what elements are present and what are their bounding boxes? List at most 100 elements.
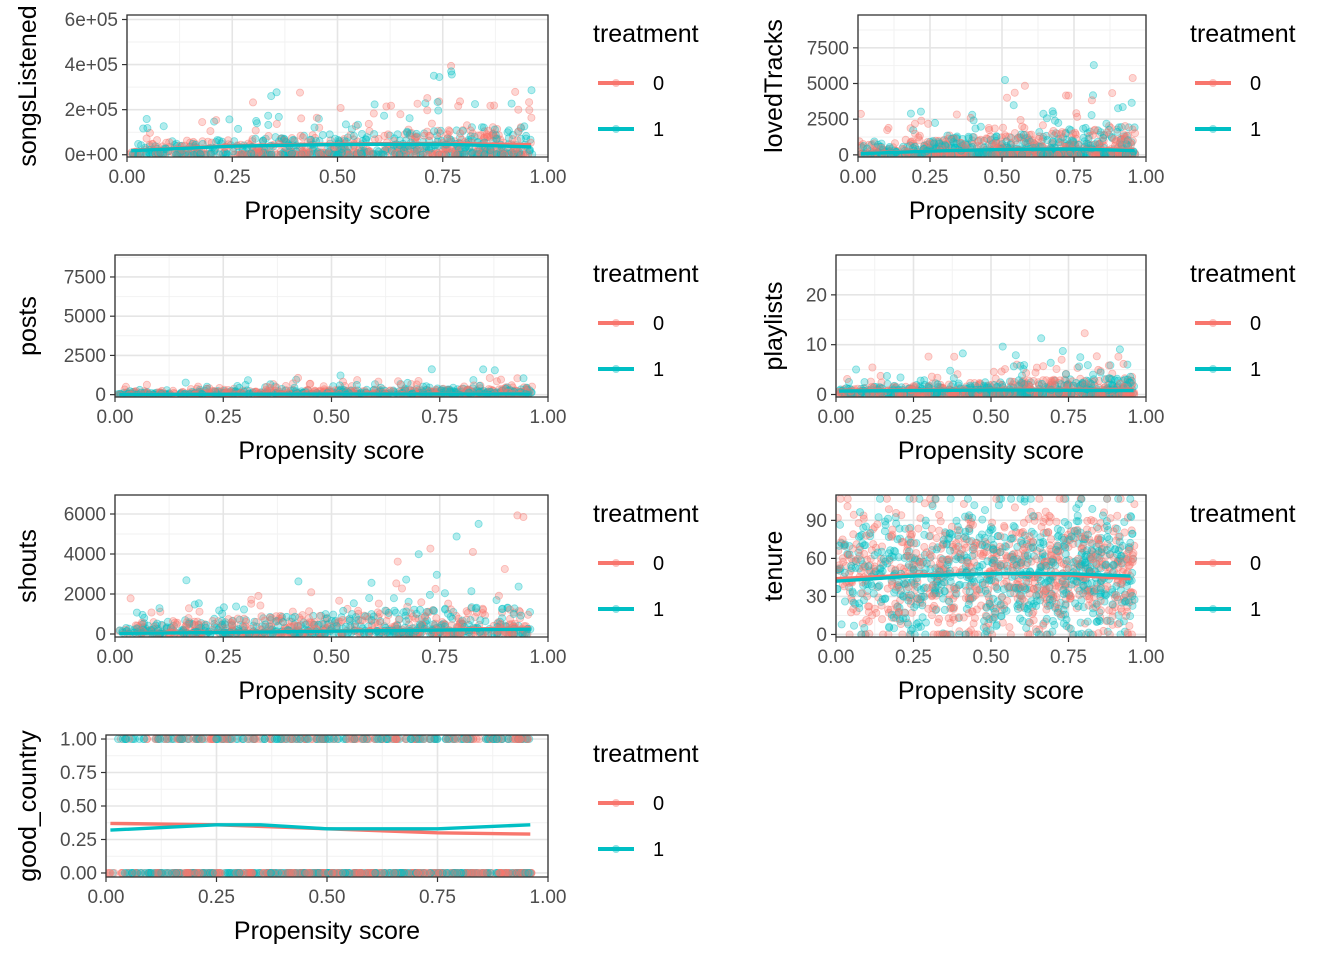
- scatter-point: [251, 126, 260, 135]
- scatter-point: [1102, 119, 1111, 128]
- scatter-point: [976, 122, 985, 131]
- scatter-point: [507, 99, 516, 108]
- scatter-point: [938, 140, 947, 149]
- panel-lovedTracks: 0.00 0.25 0.50 0.75 1.000250050007500Propens…: [760, 14, 1296, 225]
- scatter-point: [490, 366, 499, 375]
- scatter-point: [1038, 135, 1047, 144]
- scatter-point: [1081, 123, 1090, 132]
- scatter-point: [402, 575, 411, 584]
- scatter-point: [198, 118, 207, 127]
- scatter-point: [448, 148, 457, 157]
- scatter-point: [419, 148, 428, 157]
- scatter-point: [1058, 346, 1067, 355]
- scatter-point: [1023, 139, 1032, 148]
- y-tick-label: 7500: [807, 38, 849, 59]
- scatter-point: [1031, 368, 1040, 377]
- scatter-point: [504, 150, 513, 157]
- scatter-point: [952, 134, 961, 143]
- scatter-point: [967, 139, 976, 148]
- scatter-point: [246, 149, 255, 157]
- scatter-point: [256, 601, 265, 610]
- scatter-point: [1115, 139, 1124, 148]
- scatter-point: [347, 125, 356, 134]
- scatter-point: [514, 582, 523, 591]
- scatter-point: [1046, 358, 1055, 367]
- scatter-point: [202, 149, 211, 157]
- scatter-point: [467, 587, 476, 596]
- scatter-point: [1043, 136, 1052, 145]
- scatter-point: [305, 148, 314, 157]
- scatter-point: [377, 150, 386, 157]
- scatter-point: [384, 608, 393, 617]
- scatter-point: [215, 150, 224, 157]
- scatter-point: [354, 606, 363, 615]
- scatter-point: [334, 150, 343, 157]
- legend-label: 1: [653, 359, 664, 381]
- scatter-point: [272, 150, 281, 157]
- scatter-point: [1020, 81, 1029, 90]
- scatter-point: [364, 147, 373, 156]
- scatter-point: [1003, 93, 1012, 102]
- scatter-point: [433, 131, 442, 140]
- scatter-point: [980, 136, 989, 145]
- scatter-point: [1122, 131, 1131, 140]
- scatter-point: [312, 113, 321, 122]
- x-tick-label: 0.75: [1050, 407, 1087, 428]
- legend-key-point: [612, 605, 620, 613]
- scatter-point: [326, 150, 335, 157]
- scatter-point: [195, 150, 204, 157]
- scatter-point: [338, 616, 347, 625]
- legend-key-point: [1209, 125, 1217, 133]
- scatter-point: [298, 147, 307, 156]
- x-tick-label: 0.00: [97, 647, 134, 668]
- scatter-point: [390, 150, 399, 157]
- scatter-point: [234, 148, 243, 157]
- scatter-point: [360, 148, 369, 157]
- scatter-point: [451, 150, 460, 157]
- scatter-point: [952, 133, 961, 142]
- scatter-point: [313, 148, 322, 157]
- scatter-point: [353, 120, 362, 129]
- scatter-point: [527, 113, 536, 122]
- scatter-point: [322, 150, 331, 157]
- scatter-point: [481, 617, 490, 626]
- scatter-point: [491, 150, 500, 157]
- scatter-point: [316, 150, 325, 157]
- scatter-point: [498, 149, 506, 157]
- scatter-point: [443, 130, 452, 139]
- scatter-point: [305, 148, 314, 157]
- scatter-point: [399, 150, 408, 157]
- scatter-point: [460, 150, 469, 157]
- scatter-point: [516, 611, 525, 620]
- scatter-point: [479, 365, 488, 374]
- scatter-point: [936, 517, 945, 526]
- scatter-point: [480, 134, 489, 143]
- scatter-point: [272, 88, 281, 97]
- scatter-point: [486, 145, 495, 154]
- scatter-point: [212, 116, 221, 125]
- scatter-point: [396, 110, 405, 119]
- scatter-point: [387, 146, 396, 155]
- scatter-point: [1079, 150, 1088, 157]
- scatter-point: [924, 352, 933, 361]
- scatter-point: [159, 122, 168, 131]
- scatter-point: [262, 150, 271, 157]
- scatter-point: [173, 150, 181, 157]
- scatter-point: [516, 123, 525, 132]
- scatter-point: [413, 99, 422, 108]
- scatter-point: [473, 150, 482, 157]
- x-tick-label: 0.75: [424, 167, 461, 188]
- scatter-point: [252, 119, 261, 128]
- scatter-point: [1079, 124, 1088, 133]
- scatter-point: [137, 141, 146, 150]
- x-tick-label: 0.25: [205, 647, 242, 668]
- scatter-point: [1052, 364, 1061, 373]
- scatter-point: [974, 136, 983, 145]
- scatter-point: [1117, 134, 1126, 143]
- scatter-point: [509, 150, 518, 157]
- scatter-point: [382, 146, 391, 155]
- scatter-point: [1073, 112, 1082, 121]
- y-tick-label: 0: [95, 385, 106, 406]
- scatter-point: [367, 578, 376, 587]
